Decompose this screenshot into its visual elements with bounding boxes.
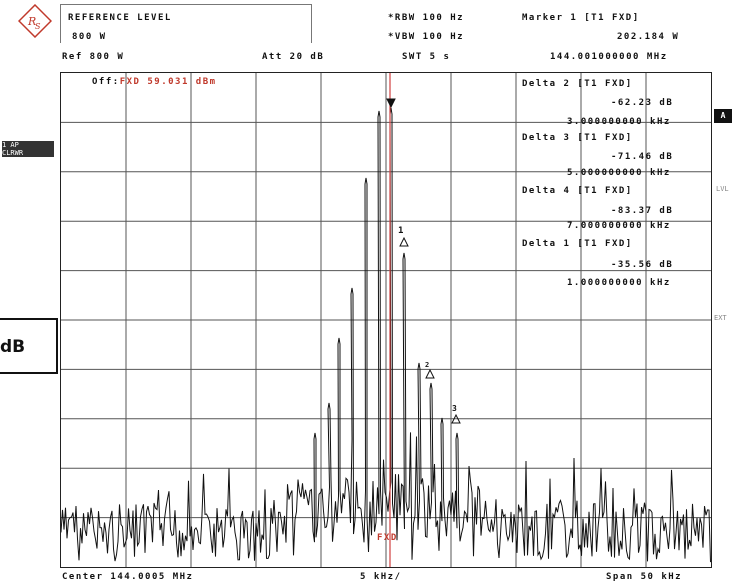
db-callout-text: dB <box>0 337 26 357</box>
span: Span 50 kHz <box>606 572 683 582</box>
rbw-setting: *RBW 100 Hz <box>388 13 465 23</box>
delta1-freq: 1.000000000 kHz <box>567 278 671 288</box>
delta2-freq: 3.000000000 kHz <box>567 117 671 127</box>
ref-readout: Ref 800 W <box>62 52 125 62</box>
delta3-freq: 5.000000000 kHz <box>567 168 671 178</box>
trace-mode-label: 1 AP CLRWR <box>2 141 54 157</box>
marker-value: 202.184 W <box>617 32 680 42</box>
delta3-value: -71.46 dB <box>611 152 674 162</box>
ext-indicator: EXT <box>714 314 727 322</box>
spectrum-trace <box>61 107 711 563</box>
svg-text:S: S <box>35 22 41 31</box>
offset-label: Off:FXD 59.031 dBm <box>92 77 217 87</box>
marker-symbols <box>386 98 461 424</box>
ref-level-value: 800 W <box>72 32 107 42</box>
delta1-value: -35.56 dB <box>611 260 674 270</box>
delta3-title: Delta 3 [T1 FXD] <box>522 133 633 143</box>
marker-3-label: 3 <box>452 404 459 413</box>
trace-a-badge: A <box>714 109 732 123</box>
delta4-freq: 7.000000000 kHz <box>567 221 671 231</box>
sweep-time: SWT 5 s <box>402 52 451 62</box>
offset-prefix: Off: <box>92 77 120 87</box>
lvl-indicator: LVL <box>716 185 729 193</box>
delta4-value: -83.37 dB <box>611 206 674 216</box>
marker-2-label: 2 <box>425 361 431 369</box>
svg-text:R: R <box>27 15 36 28</box>
offset-value: FXD 59.031 dBm <box>119 77 217 87</box>
center-frequency: Center 144.0005 MHz <box>62 572 194 582</box>
marker-title: Marker 1 [T1 FXD] <box>522 13 640 23</box>
ref-level-title: REFERENCE LEVEL <box>68 13 172 23</box>
delta2-value: -62.23 dB <box>611 98 674 108</box>
delta4-title: Delta 4 [T1 FXD] <box>522 186 633 196</box>
marker-1-label: 1 <box>398 226 405 236</box>
marker-triangle <box>451 413 461 424</box>
trace-mode-bottom: CLRWR <box>2 149 54 157</box>
spectrum-plot <box>61 73 711 567</box>
attenuation: Att 20 dB <box>262 52 325 62</box>
marker-frequency: 144.001000000 MHz <box>550 52 668 62</box>
delta1-title: Delta 1 [T1 FXD] <box>522 239 633 249</box>
delta2-title: Delta 2 [T1 FXD] <box>522 79 633 89</box>
fxd-line-label: FXD <box>377 533 398 543</box>
db-callout-box: dB <box>0 318 58 374</box>
marker-triangle <box>425 368 435 379</box>
ref-level-box <box>60 4 312 43</box>
spectrum-display <box>60 72 712 568</box>
marker-triangle <box>386 98 396 109</box>
span-per-division: 5 kHz/ <box>360 572 402 582</box>
marker-triangle <box>399 236 409 247</box>
vbw-setting: *VBW 100 Hz <box>388 32 465 42</box>
trace-mode-top: 1 AP <box>2 141 54 149</box>
rohde-schwarz-logo: R S <box>18 4 52 38</box>
